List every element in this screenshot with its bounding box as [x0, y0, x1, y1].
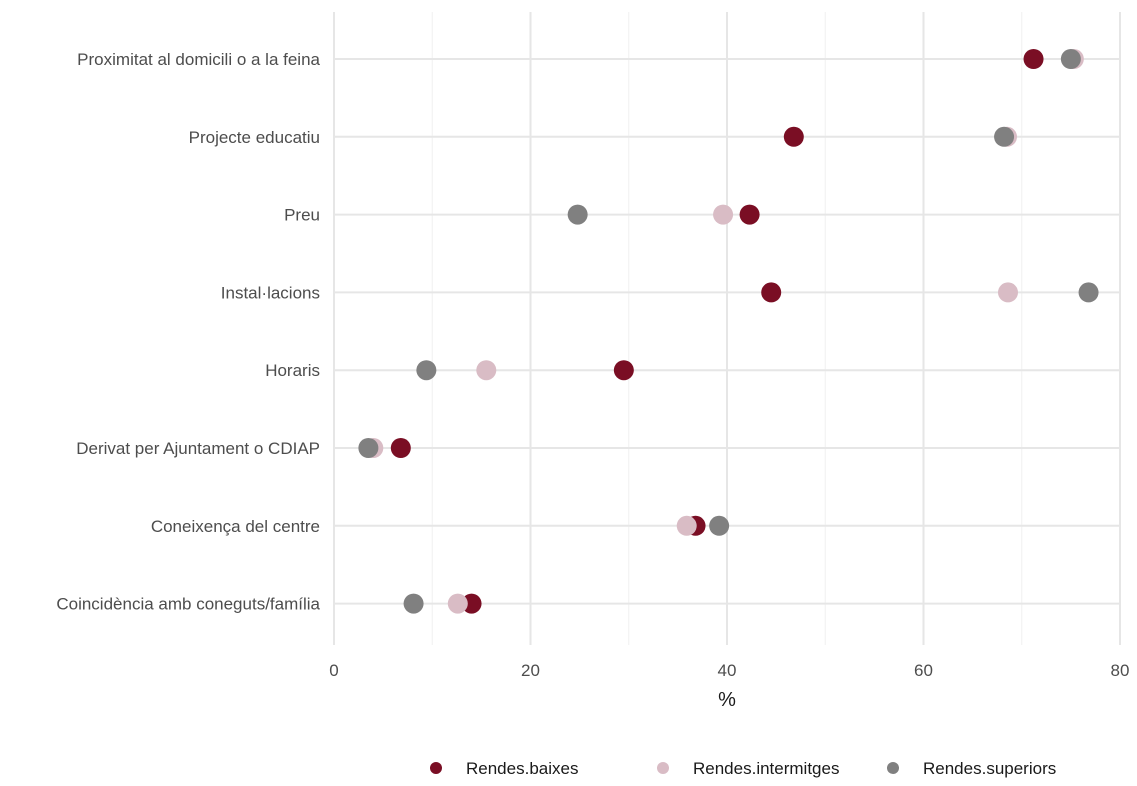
legend-label: Rendes.baixes: [466, 759, 578, 778]
category-labels: Proximitat al domicili o a la feina Proje…: [56, 50, 320, 614]
data-point: [447, 593, 468, 614]
data-point: [1023, 49, 1044, 69]
x-tick-label: 60: [914, 661, 933, 680]
data-point: [461, 593, 482, 614]
x-axis-title: %: [718, 689, 736, 711]
category-label: Instal·lacions: [221, 283, 320, 302]
data-point: [1078, 282, 1099, 303]
category-label: Proximitat al domicili o a la feina: [77, 50, 320, 69]
legend-swatch: [887, 762, 899, 774]
data-point: [783, 126, 804, 147]
data-point: [390, 438, 411, 458]
legend: Rendes.baixes Rendes.intermitges Rendes.su…: [430, 759, 1056, 778]
data-point: [994, 126, 1015, 147]
points-layer: [358, 49, 1099, 614]
x-tick-label: 0: [329, 661, 338, 680]
data-point: [476, 360, 497, 381]
x-tick-labels: 0 20 40 60 80: [329, 661, 1129, 680]
legend-label: Rendes.intermitges: [693, 759, 839, 778]
data-point: [739, 204, 760, 225]
category-label: Preu: [284, 206, 320, 225]
data-point: [1060, 49, 1081, 69]
data-point: [403, 593, 424, 614]
x-tick-label: 40: [718, 661, 737, 680]
data-point: [713, 204, 734, 225]
legend-swatch: [657, 762, 669, 774]
legend-swatch: [430, 762, 442, 774]
data-point: [997, 282, 1018, 303]
category-label: Derivat per Ajuntament o CDIAP: [76, 439, 320, 458]
category-label: Horaris: [265, 361, 320, 380]
category-label: Coincidència amb coneguts/família: [56, 595, 320, 614]
legend-label: Rendes.superiors: [923, 759, 1056, 778]
data-point: [709, 515, 730, 536]
data-point: [567, 204, 588, 225]
data-point: [416, 360, 437, 381]
data-point: [358, 438, 379, 458]
x-tick-label: 80: [1111, 661, 1130, 680]
data-point: [676, 515, 697, 536]
x-tick-label: 20: [521, 661, 540, 680]
category-label: Coneixença del centre: [151, 517, 320, 536]
data-point: [761, 282, 782, 303]
category-label: Projecte educatiu: [189, 128, 320, 147]
data-point: [613, 360, 634, 381]
grid-layer: [333, 12, 1121, 645]
